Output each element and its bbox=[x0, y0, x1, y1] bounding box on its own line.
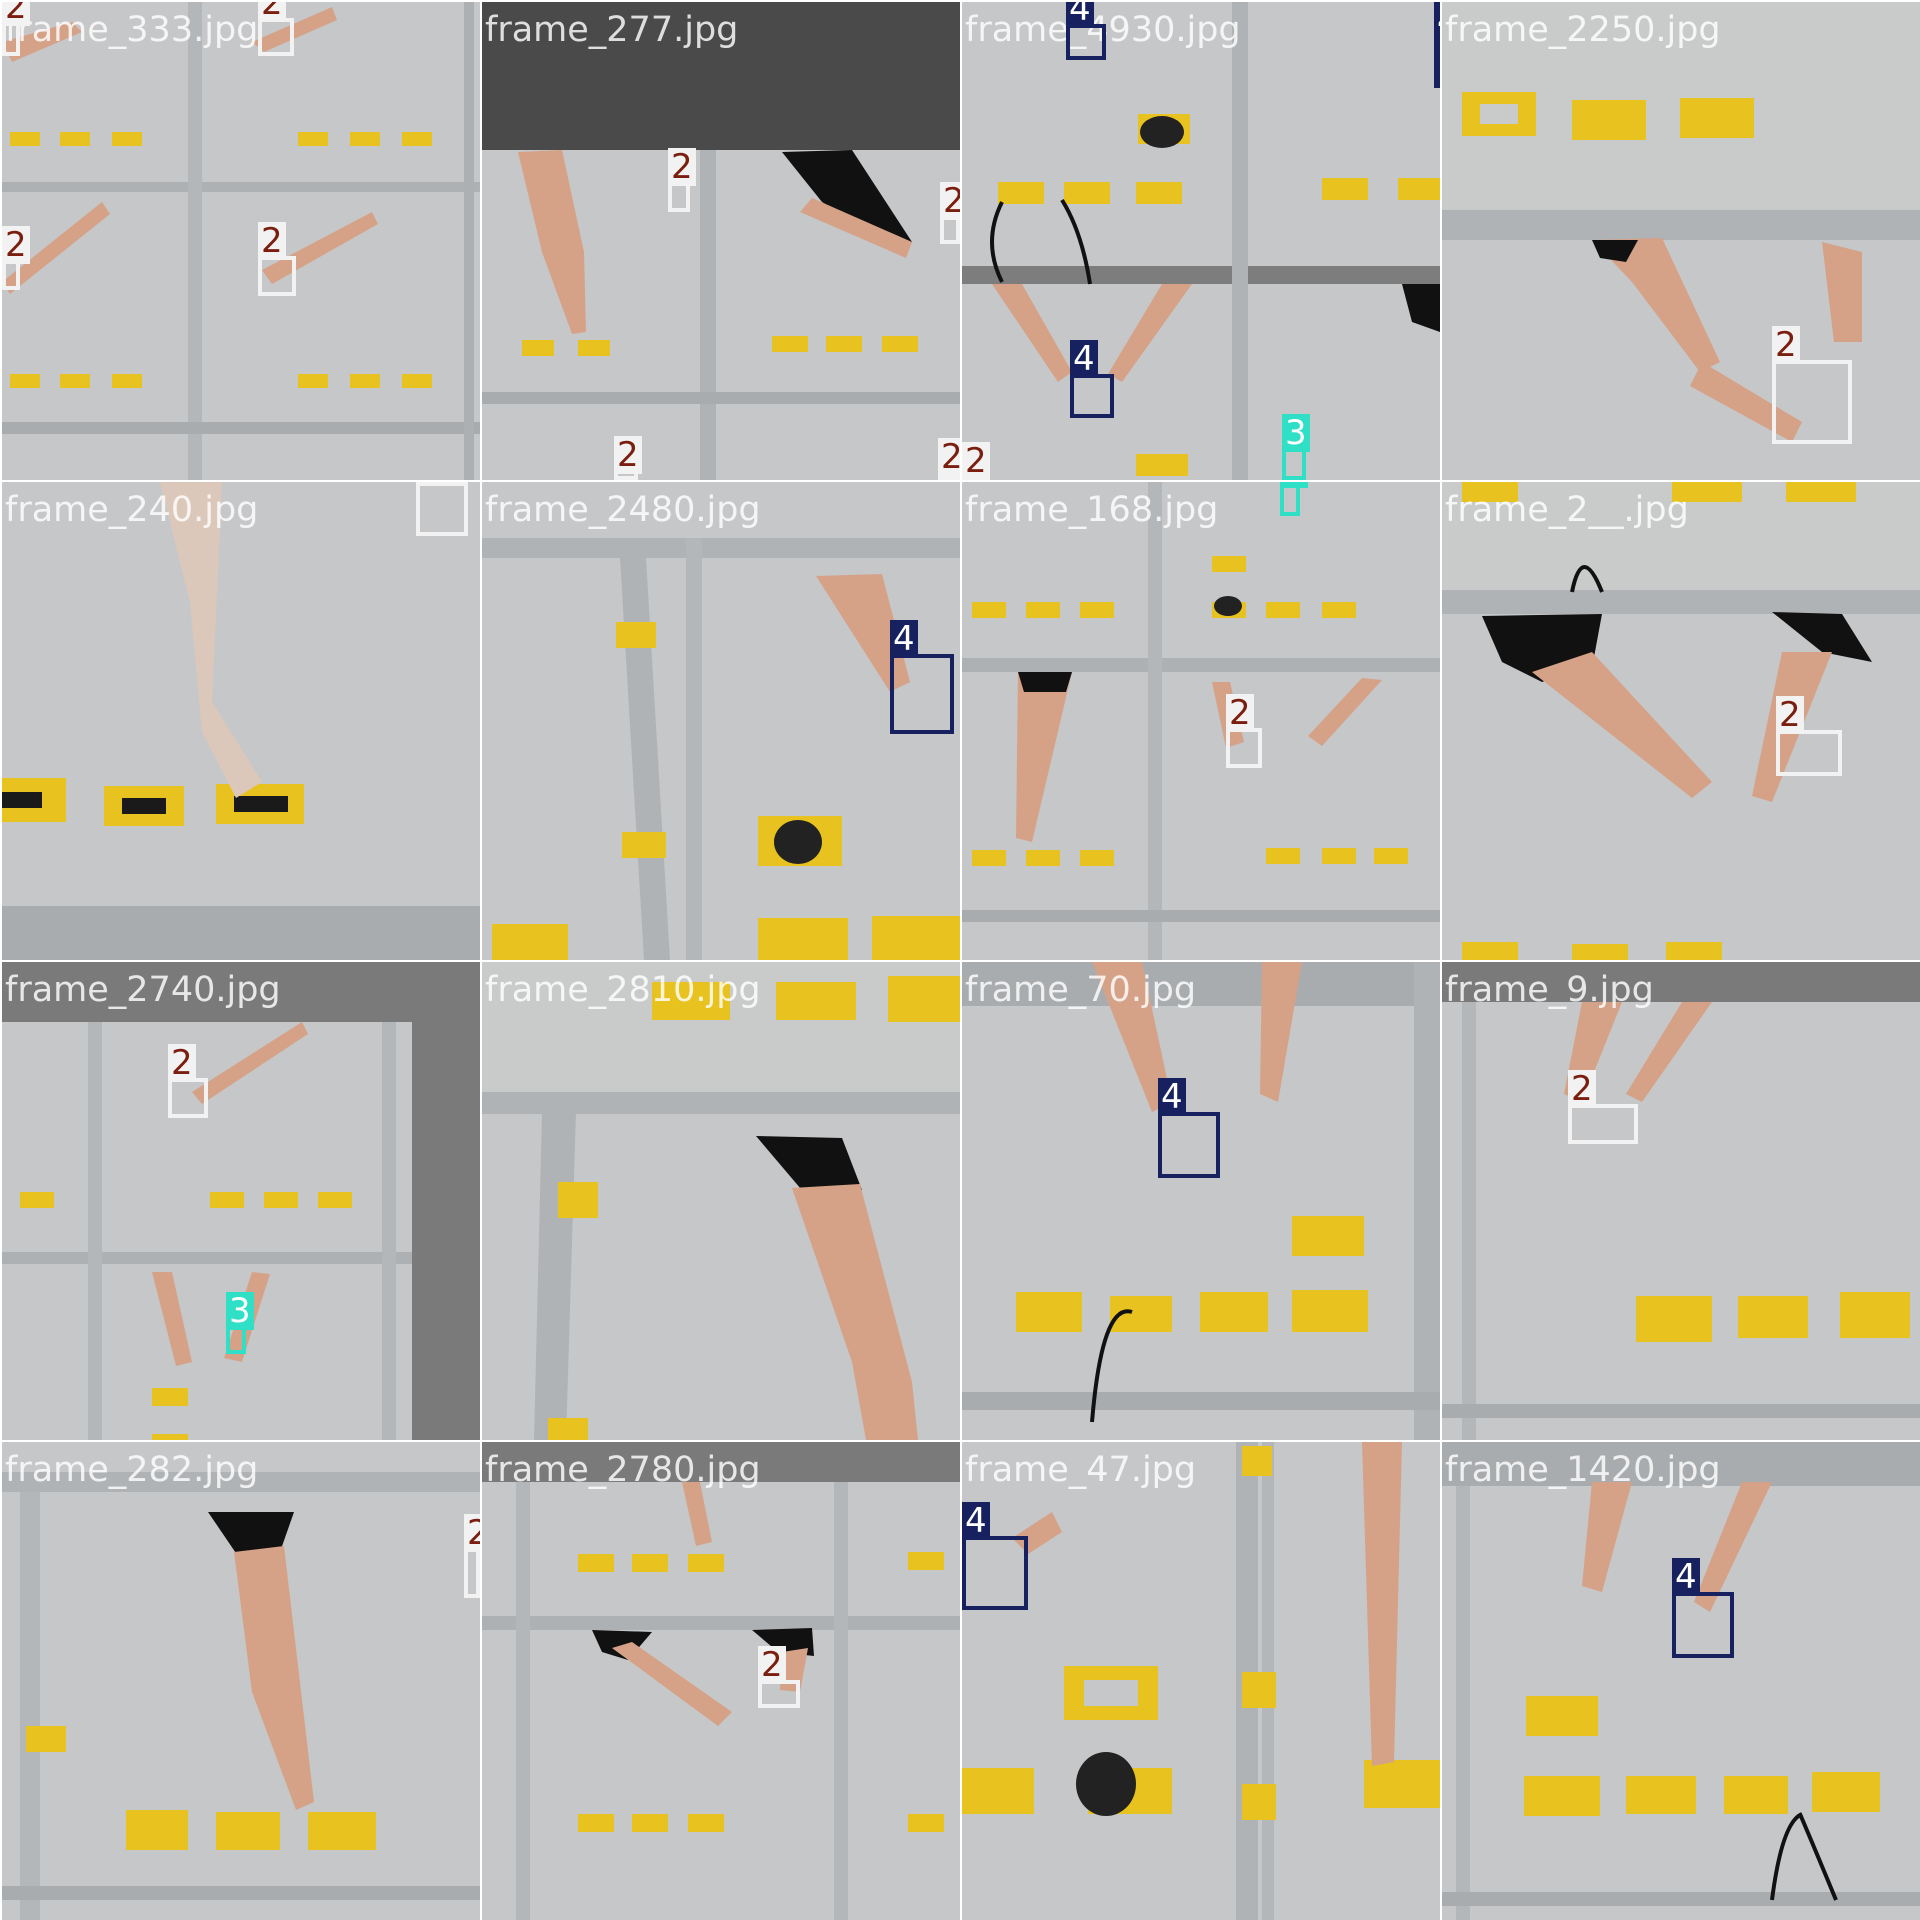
detection-box: 4 bbox=[1066, 2, 1106, 60]
detection-box: 2 bbox=[2, 2, 30, 56]
class-label: 2 bbox=[1568, 1070, 1596, 1108]
class-label: 4 bbox=[1672, 1558, 1700, 1596]
class-label: 4 bbox=[962, 1502, 990, 1540]
tile-frame-4930: frame_4930.jpg 4 4 4 2 3 bbox=[962, 2, 1440, 480]
tile-image bbox=[1442, 962, 1920, 1440]
tile-image bbox=[962, 482, 1440, 960]
tile-image bbox=[962, 2, 1440, 480]
detection-box: 2 bbox=[1776, 696, 1842, 776]
tile-image bbox=[2, 482, 480, 960]
class-label: 2 bbox=[416, 482, 444, 486]
detection-box: 2 bbox=[938, 438, 960, 480]
tile-image bbox=[482, 482, 960, 960]
detection-box: 2 bbox=[962, 442, 990, 480]
detection-box: 4 bbox=[890, 620, 954, 734]
tile-image bbox=[1442, 482, 1920, 960]
class-label: 2 bbox=[2, 226, 30, 264]
class-label: 4 bbox=[890, 620, 918, 658]
tile-frame-47: frame_47.jpg 4 bbox=[962, 1442, 1440, 1920]
detection-box: 2 bbox=[614, 436, 642, 480]
tile-frame-9: frame_9.jpg 2 bbox=[1442, 962, 1920, 1440]
detection-box: 4 bbox=[962, 1502, 1028, 1610]
tile-frame-168: frame_168.jpg 2 3 bbox=[962, 482, 1440, 960]
class-label: 2 bbox=[258, 222, 286, 260]
detection-box: 4 bbox=[1672, 1558, 1734, 1658]
class-label: 2 bbox=[258, 2, 286, 22]
class-label: 2 bbox=[940, 182, 960, 220]
detection-box: 2 bbox=[258, 2, 294, 56]
class-label: 2 bbox=[758, 1646, 786, 1684]
class-label: 4 bbox=[1066, 2, 1094, 28]
class-label: 2 bbox=[2, 2, 30, 26]
tile-frame-2810: frame_2810.jpg bbox=[482, 962, 960, 1440]
tile-frame-2xx: frame_2__.jpg 2 bbox=[1442, 482, 1920, 960]
tile-image bbox=[2, 2, 480, 480]
detection-box: 2 bbox=[1772, 326, 1852, 444]
class-label: 2 bbox=[614, 436, 642, 474]
tile-image bbox=[2, 1442, 480, 1920]
class-label: 2 bbox=[1772, 326, 1800, 364]
tile-image bbox=[962, 1442, 1440, 1920]
tile-frame-2480: frame_2480.jpg 4 bbox=[482, 482, 960, 960]
class-label: 4 bbox=[1158, 1078, 1186, 1116]
detection-box: 2 bbox=[940, 182, 960, 244]
detection-box: 4 bbox=[1158, 1078, 1220, 1178]
tile-image bbox=[1442, 2, 1920, 480]
class-label: 3 bbox=[1282, 414, 1310, 452]
class-label: 3 bbox=[226, 1292, 254, 1330]
detection-box: 4 bbox=[1070, 340, 1114, 418]
tile-image bbox=[482, 2, 960, 480]
tile-frame-2740: frame_2740.jpg 2 3 bbox=[2, 962, 480, 1440]
tile-frame-282: frame_282.jpg 2 bbox=[2, 1442, 480, 1920]
class-label: 2 bbox=[668, 148, 696, 186]
detection-box: 2 bbox=[168, 1044, 208, 1118]
tile-image bbox=[482, 1442, 960, 1920]
class-label: 2 bbox=[938, 438, 960, 476]
tile-frame-2250: frame_2250.jpg 2 bbox=[1442, 2, 1920, 480]
tile-image bbox=[2, 962, 480, 1440]
detection-box: 2 bbox=[758, 1646, 800, 1708]
class-label: 2 bbox=[1226, 694, 1254, 732]
tile-image bbox=[962, 962, 1440, 1440]
class-label: 2 bbox=[1776, 696, 1804, 734]
detection-box: 2 bbox=[258, 222, 296, 296]
detection-box: 2 bbox=[1568, 1070, 1638, 1144]
detection-box: 2 bbox=[464, 1514, 480, 1598]
detection-box: 3 bbox=[1280, 482, 1308, 516]
detection-box: 3 bbox=[1282, 414, 1310, 480]
class-label: 3 bbox=[1280, 482, 1308, 488]
tile-image bbox=[1442, 1442, 1920, 1920]
detection-box: 3 bbox=[226, 1292, 254, 1354]
tile-frame-333: frame_333.jpg 2 2 2 2 bbox=[2, 2, 480, 480]
class-label: 4 bbox=[1434, 2, 1440, 40]
tile-frame-277: frame_277.jpg 2 2 2 2 bbox=[482, 2, 960, 480]
detection-box: 2 bbox=[668, 148, 696, 212]
tile-frame-1420: frame_1420.jpg 4 bbox=[1442, 1442, 1920, 1920]
tile-image bbox=[482, 962, 960, 1440]
detection-box: 4 bbox=[1434, 2, 1440, 88]
detection-box: 2 bbox=[2, 226, 30, 290]
detection-box: 2 bbox=[1226, 694, 1262, 768]
tile-frame-2780: frame_2780.jpg 2 bbox=[482, 1442, 960, 1920]
class-label: 2 bbox=[168, 1044, 196, 1082]
tile-frame-70: frame_70.jpg 4 bbox=[962, 962, 1440, 1440]
class-label: 2 bbox=[464, 1514, 480, 1552]
detection-box: 2 bbox=[416, 482, 468, 536]
class-label: 4 bbox=[1070, 340, 1098, 378]
tile-frame-240: frame_240.jpg 2 bbox=[2, 482, 480, 960]
class-label: 2 bbox=[962, 442, 990, 480]
